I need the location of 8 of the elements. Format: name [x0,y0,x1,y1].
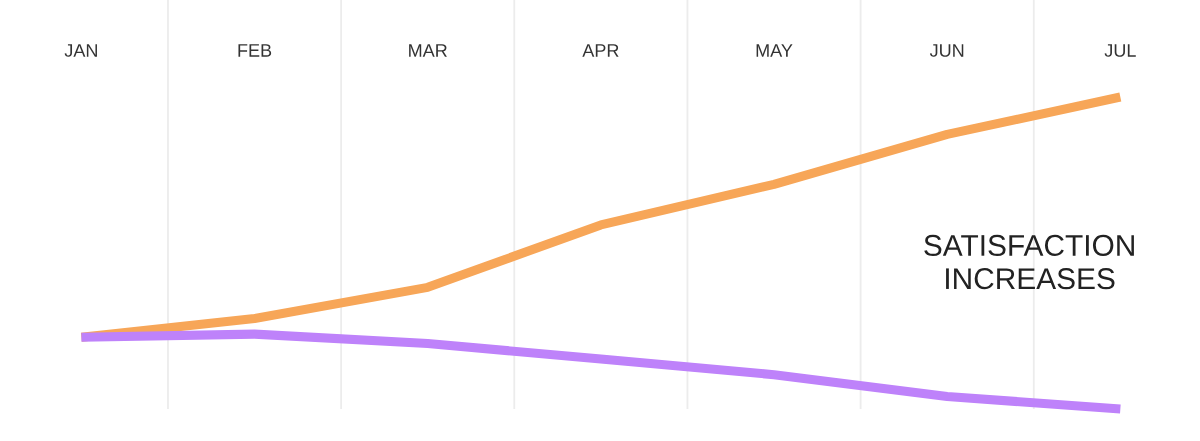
x-tick-label: MAY [756,44,793,57]
x-tick-label: JAN [64,44,97,57]
x-tick-label: JUL [1104,44,1136,57]
x-tick-label: MAR [409,44,447,57]
x-tick-label: JUN [929,44,964,57]
annotation: SATISFACTION INCREASES [924,234,1134,290]
x-tick-label: FEB [238,44,272,57]
x-tick-label: APR [582,44,619,57]
